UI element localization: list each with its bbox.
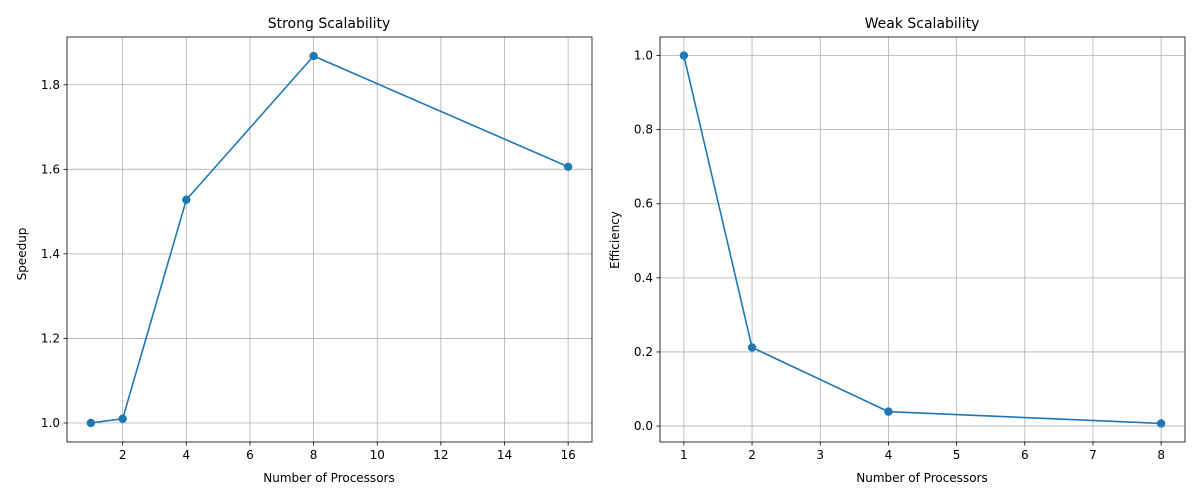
x-axis-label: Number of Processors xyxy=(856,471,987,485)
weak-scalability-chart: Weak Scalability Number of Processors Ef… xyxy=(608,16,1186,485)
plot-frame xyxy=(66,36,593,443)
data-point xyxy=(563,162,573,171)
series-line xyxy=(90,55,569,424)
y-tick-label: 1.0 xyxy=(41,416,60,430)
x-tick-label: 14 xyxy=(497,448,512,462)
x-tick-label: 2 xyxy=(119,448,127,462)
x-tick-label: 16 xyxy=(560,448,575,462)
grid-lines xyxy=(67,37,592,442)
x-tick-label: 3 xyxy=(816,448,824,462)
x-tick-label: 6 xyxy=(1021,448,1029,462)
y-axis-label: Speedup xyxy=(15,228,29,281)
plot-frame xyxy=(659,36,1186,443)
strong-scalability-chart: Strong Scalability Number of Processors … xyxy=(15,16,593,485)
y-tick-label: 0.0 xyxy=(634,419,653,433)
y-tick-label: 1.0 xyxy=(634,49,653,63)
data-point xyxy=(1156,419,1166,428)
x-tick-label: 5 xyxy=(953,448,961,462)
x-tick-label: 12 xyxy=(433,448,448,462)
chart-title: Weak Scalability xyxy=(865,16,980,32)
y-tick-label: 0.6 xyxy=(634,197,653,211)
x-tick-label: 4 xyxy=(182,448,190,462)
axis-ticks: 1 2 3 4 5 6 7 8 0.0 0.2 0.4 0.6 0.8 1.0 xyxy=(634,49,1165,462)
data-point xyxy=(86,418,96,428)
y-tick-label: 1.2 xyxy=(41,331,60,345)
data-point xyxy=(118,414,127,423)
x-tick-label: 10 xyxy=(370,448,385,462)
x-axis-label: Number of Processors xyxy=(263,471,394,485)
x-tick-label: 1 xyxy=(680,448,688,462)
y-tick-label: 0.8 xyxy=(634,123,653,137)
x-tick-label: 6 xyxy=(246,448,254,462)
y-tick-label: 1.8 xyxy=(41,78,60,92)
data-point xyxy=(747,343,757,352)
data-point xyxy=(884,407,893,416)
y-tick-label: 0.2 xyxy=(634,345,653,359)
x-tick-label: 7 xyxy=(1089,448,1097,462)
grid-lines xyxy=(660,37,1185,442)
data-point xyxy=(309,51,318,61)
axis-ticks: 2 4 6 8 10 12 14 16 1.0 1.2 1.4 1.6 1.8 xyxy=(41,78,576,462)
x-tick-label: 8 xyxy=(310,448,318,462)
x-tick-label: 4 xyxy=(885,448,893,462)
y-tick-label: 1.6 xyxy=(41,162,60,176)
y-tick-label: 1.4 xyxy=(41,247,60,261)
chart-title: Strong Scalability xyxy=(268,16,391,32)
data-point xyxy=(679,51,689,60)
series-line xyxy=(683,55,1162,425)
y-axis-label: Efficiency xyxy=(608,211,622,269)
x-tick-label: 2 xyxy=(748,448,756,462)
x-tick-label: 8 xyxy=(1157,448,1165,462)
y-tick-label: 0.4 xyxy=(634,271,653,285)
data-point xyxy=(182,195,191,204)
